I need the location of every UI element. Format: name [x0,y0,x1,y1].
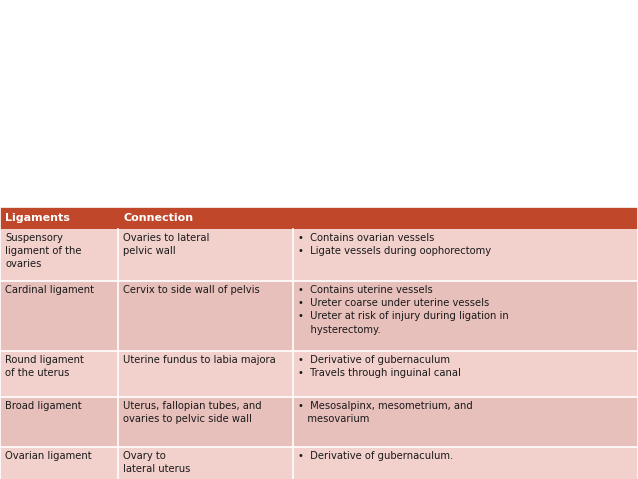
Text: Connection: Connection [123,213,193,223]
Text: Ovarian ligament: Ovarian ligament [5,451,92,461]
Bar [0,207,638,229]
Text: Ovaries to lateral
pelvic wall: Ovaries to lateral pelvic wall [123,233,209,256]
Text: Round ligament
of the uterus: Round ligament of the uterus [5,355,84,378]
Text: •  Contains uterine vessels
•  Ureter coarse under uterine vessels
•  Ureter at : • Contains uterine vessels • Ureter coar… [299,285,509,335]
Text: •  Derivative of gubernaculum
•  Travels through inguinal canal: • Derivative of gubernaculum • Travels t… [299,355,461,378]
Bar [0,281,638,351]
Text: Ligaments: Ligaments [5,213,70,223]
Text: Uterine fundus to labia majora: Uterine fundus to labia majora [123,355,276,365]
Bar [0,397,638,447]
Text: Cervix to side wall of pelvis: Cervix to side wall of pelvis [123,285,260,295]
Bar [0,447,638,479]
Text: •  Mesosalpinx, mesometrium, and
   mesovarium: • Mesosalpinx, mesometrium, and mesovari… [299,401,473,424]
Bar [0,351,638,397]
Text: Cardinal ligament: Cardinal ligament [5,285,94,295]
Text: Ovary to
lateral uterus: Ovary to lateral uterus [123,451,190,474]
Text: Suspensory
ligament of the
ovaries: Suspensory ligament of the ovaries [5,233,82,269]
Text: Broad ligament: Broad ligament [5,401,82,411]
Text: Uterus, fallopian tubes, and
ovaries to pelvic side wall: Uterus, fallopian tubes, and ovaries to … [123,401,262,424]
Text: •  Derivative of gubernaculum.: • Derivative of gubernaculum. [299,451,454,461]
Bar [0,229,638,281]
Text: •  Contains ovarian vessels
•  Ligate vessels during oophorectomy: • Contains ovarian vessels • Ligate vess… [299,233,492,256]
